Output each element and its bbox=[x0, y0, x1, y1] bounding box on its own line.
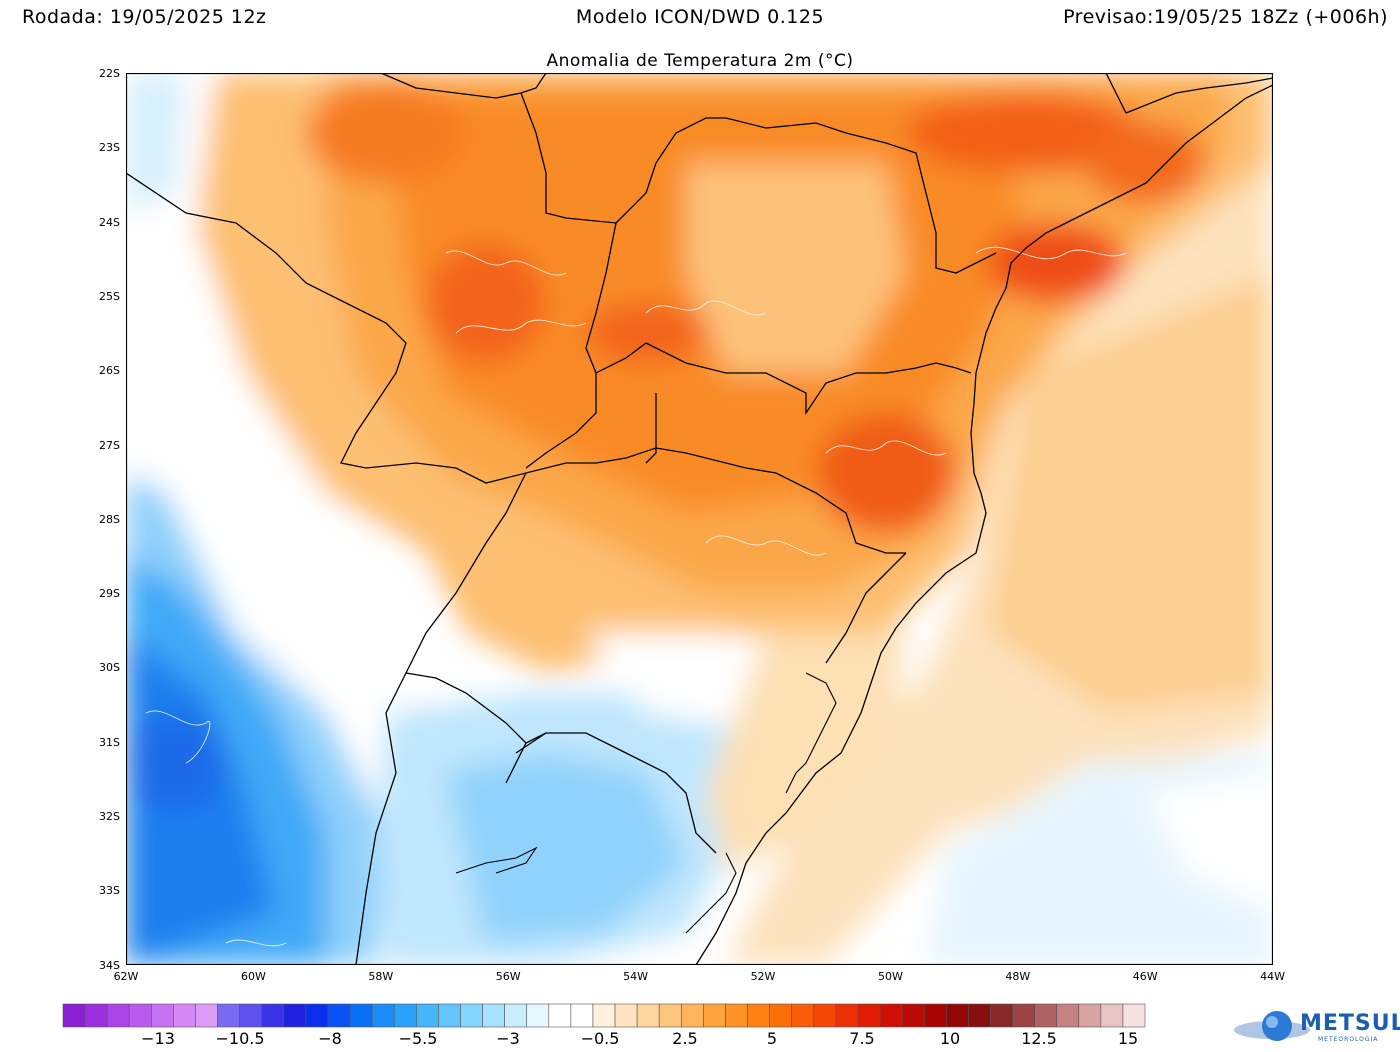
latitude-label: 32S bbox=[99, 810, 120, 823]
color-scale-label: 15 bbox=[1117, 1029, 1139, 1048]
longitude-label: 46W bbox=[1132, 970, 1158, 983]
latitude-label: 27S bbox=[99, 438, 120, 452]
color-scale-label: 12.5 bbox=[1021, 1029, 1057, 1048]
color-scale-label: 5 bbox=[766, 1029, 778, 1048]
color-scale-swatch bbox=[173, 1003, 196, 1028]
color-scale-swatch bbox=[438, 1003, 461, 1028]
color-scale-swatch bbox=[680, 1003, 704, 1028]
color-scale-label: 7.5 bbox=[849, 1029, 875, 1048]
logo-brand: METSUL bbox=[1300, 1011, 1400, 1036]
color-scale-swatch bbox=[239, 1003, 263, 1028]
latitude-label: 28S bbox=[99, 512, 120, 526]
color-scale-label: −5.5 bbox=[398, 1029, 438, 1048]
latitude-label: 25S bbox=[99, 289, 120, 303]
color-scale-swatch bbox=[901, 1003, 925, 1028]
color-scale-swatch bbox=[106, 1003, 130, 1028]
color-scale-swatch bbox=[1078, 1003, 1102, 1028]
color-scale-label: 2.5 bbox=[672, 1029, 698, 1048]
latitude-label: 22S bbox=[99, 67, 120, 80]
color-scale-swatch bbox=[283, 1003, 307, 1028]
color-scale-swatch bbox=[195, 1003, 218, 1028]
longitude-label: 60W bbox=[240, 970, 266, 983]
color-scale-swatch bbox=[482, 1003, 505, 1028]
longitude-label: 56W bbox=[495, 970, 521, 983]
color-scale-swatch bbox=[526, 1003, 550, 1028]
color-scale-swatch bbox=[879, 1003, 903, 1028]
latitude-label: 34S bbox=[99, 958, 120, 972]
color-scale-swatch bbox=[1056, 1003, 1080, 1028]
latitude-label: 23S bbox=[99, 141, 120, 155]
anomaly-shading bbox=[126, 73, 1273, 965]
color-scale-swatch bbox=[592, 1003, 616, 1028]
color-scale-label: −8 bbox=[318, 1029, 342, 1048]
color-scale-swatch bbox=[923, 1003, 947, 1028]
color-scale-swatch bbox=[62, 1003, 86, 1028]
color-scale-swatch bbox=[703, 1003, 726, 1028]
model-name-label: Modelo ICON/DWD 0.125 bbox=[575, 6, 825, 28]
color-scale-swatch bbox=[261, 1003, 285, 1028]
color-scale-swatch bbox=[128, 1003, 152, 1028]
longitude-label: 48W bbox=[1005, 970, 1031, 983]
longitude-label: 62W bbox=[113, 970, 139, 983]
color-scale-swatch bbox=[1122, 1003, 1146, 1028]
borders bbox=[126, 73, 1273, 965]
color-scale-swatch bbox=[217, 1003, 240, 1028]
latitude-label: 33S bbox=[99, 884, 120, 898]
color-scale-swatch bbox=[658, 1003, 682, 1028]
color-scale-swatch bbox=[769, 1003, 792, 1028]
latitude-label: 26S bbox=[99, 364, 120, 378]
color-scale-swatch bbox=[636, 1003, 660, 1028]
color-scale-swatch bbox=[548, 1003, 572, 1028]
color-scale-swatch bbox=[747, 1003, 770, 1028]
color-scale-swatch bbox=[416, 1003, 439, 1028]
color-scale-swatch bbox=[725, 1003, 748, 1028]
color-scale-bar bbox=[62, 1003, 1146, 1028]
map-title: Anomalia de Temperatura 2m (°C) bbox=[546, 51, 854, 71]
color-scale-swatch bbox=[1034, 1003, 1057, 1028]
color-scale-swatch bbox=[813, 1003, 837, 1028]
color-scale-swatch bbox=[835, 1003, 859, 1028]
logo-tagline: METEOROLOGIA bbox=[1318, 1036, 1379, 1043]
color-scale-swatch bbox=[151, 1003, 174, 1028]
latitude-label: 29S bbox=[99, 587, 120, 601]
color-scale-swatch bbox=[349, 1003, 373, 1028]
color-scale-label: −0.5 bbox=[580, 1029, 620, 1048]
color-scale-label: −10.5 bbox=[215, 1029, 265, 1048]
color-scale-swatch bbox=[857, 1003, 881, 1028]
color-scale-swatch bbox=[460, 1003, 483, 1028]
latitude-label: 31S bbox=[99, 735, 120, 749]
metsul-logo-icon bbox=[1234, 1011, 1310, 1041]
color-scale-swatch bbox=[791, 1003, 815, 1028]
longitude-label: 50W bbox=[877, 970, 903, 983]
color-scale-swatch bbox=[1100, 1003, 1124, 1028]
longitude-label: 44W bbox=[1260, 970, 1286, 983]
color-scale-swatch bbox=[990, 1003, 1013, 1028]
color-scale-swatch bbox=[570, 1003, 594, 1028]
color-scale-label: −3 bbox=[496, 1029, 520, 1048]
latitude-label: 24S bbox=[99, 215, 120, 229]
map-canvas bbox=[126, 73, 1273, 965]
longitude-label: 54W bbox=[623, 970, 649, 983]
forecast-time-label: Previsao:19/05/25 18Zz (+006h) bbox=[1063, 6, 1388, 28]
latitude-label: 30S bbox=[99, 661, 120, 675]
temperature-anomaly-map bbox=[126, 73, 1273, 965]
color-scale-swatch bbox=[84, 1003, 108, 1028]
color-scale-swatch bbox=[504, 1003, 528, 1028]
color-scale-label: −13 bbox=[141, 1029, 175, 1048]
longitude-label: 58W bbox=[368, 970, 394, 983]
map-frame bbox=[126, 73, 1273, 965]
color-scale-swatch bbox=[945, 1003, 969, 1028]
color-scale-swatch bbox=[371, 1003, 395, 1028]
longitude-label: 52W bbox=[750, 970, 776, 983]
color-scale-swatch bbox=[305, 1003, 329, 1028]
color-scale-swatch bbox=[968, 1003, 991, 1028]
color-scale-label: 10 bbox=[939, 1029, 961, 1048]
contour-lines bbox=[145, 246, 1127, 947]
run-time-label: Rodada: 19/05/2025 12z bbox=[22, 6, 267, 28]
color-scale-swatch bbox=[1012, 1003, 1035, 1028]
color-scale-swatch bbox=[393, 1003, 417, 1028]
color-scale-swatch bbox=[327, 1003, 351, 1028]
color-scale-swatch bbox=[614, 1003, 638, 1028]
